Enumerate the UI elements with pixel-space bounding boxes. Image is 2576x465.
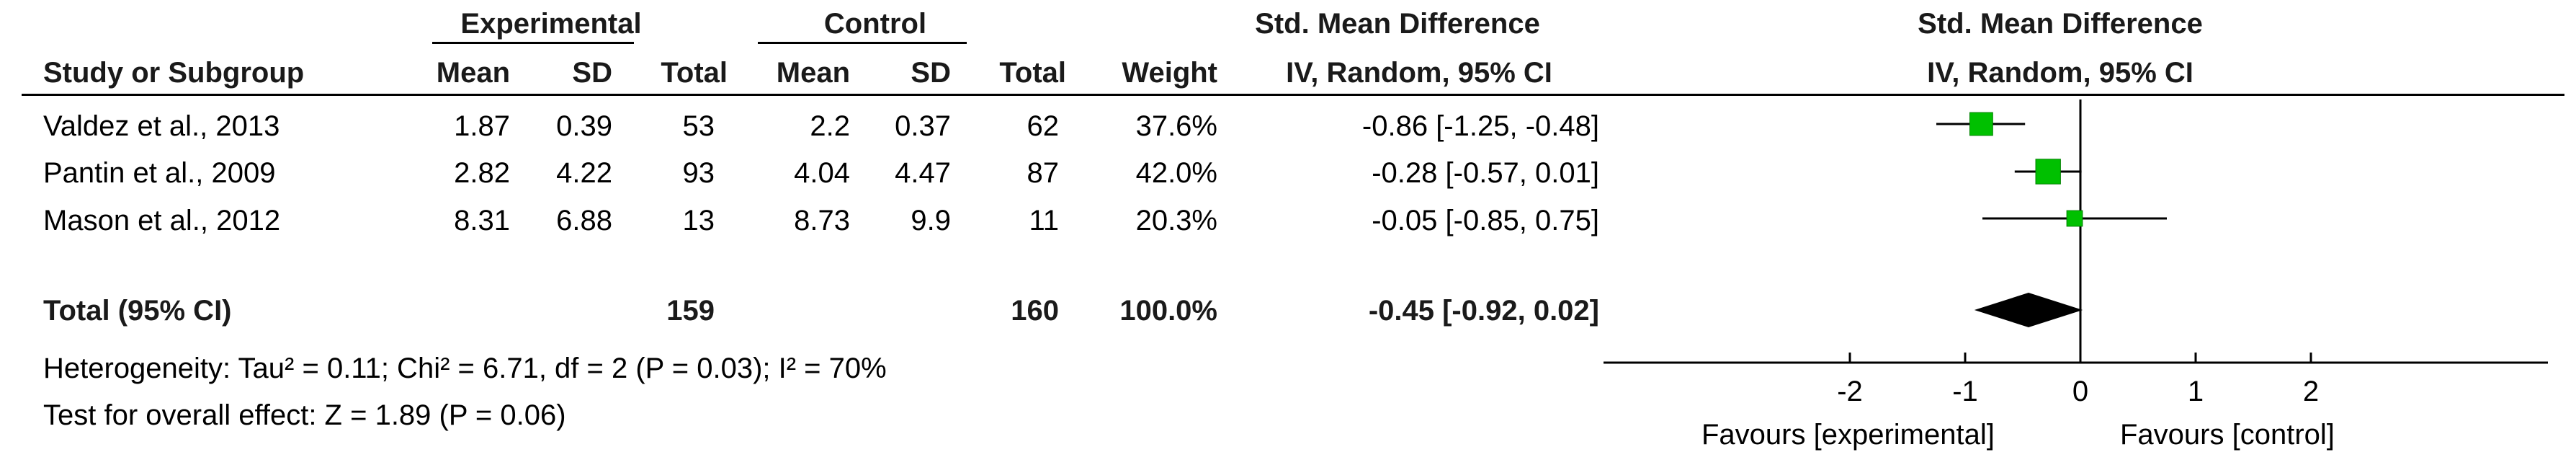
total-e-sum: 159 — [666, 295, 715, 327]
mean-c-header: Mean — [776, 57, 850, 89]
total-c-value: 62 — [1027, 110, 1060, 142]
mean-e-value: 8.31 — [454, 205, 510, 236]
total-c-header: Total — [999, 57, 1066, 89]
x-tick-label: 2 — [2303, 376, 2319, 407]
smd-ci-value: -0.28 [-0.57, 0.01] — [1372, 157, 1599, 189]
mean-c-value: 4.04 — [794, 157, 850, 189]
total-c-value: 11 — [1029, 205, 1059, 236]
smd-ci-value: -0.86 [-1.25, -0.48] — [1361, 110, 1599, 142]
x-tick-label: 0 — [2072, 376, 2088, 407]
experimental-underline — [432, 42, 634, 44]
mean-e-header: Mean — [436, 57, 510, 89]
study-effect-marker — [1969, 112, 1993, 136]
sd-c-header: SD — [911, 57, 951, 89]
total-e-value: 53 — [682, 110, 715, 142]
total-e-value: 93 — [682, 157, 715, 189]
x-tick-label: 1 — [2188, 376, 2204, 407]
study-effect-marker — [2066, 210, 2083, 227]
mean-e-value: 1.87 — [454, 110, 510, 142]
plot-method-header: IV, Random, 95% CI — [1927, 57, 2193, 89]
favours-control-label: Favours [control] — [2120, 419, 2335, 451]
weight-value: 42.0% — [1135, 157, 1217, 189]
total-smd-ci: -0.45 [-0.92, 0.02] — [1368, 295, 1599, 327]
control-underline — [758, 42, 967, 44]
study-name: Mason et al., 2012 — [43, 205, 281, 236]
smd-ci-value: -0.05 [-0.85, 0.75] — [1372, 205, 1599, 236]
heterogeneity-text: Heterogeneity: Tau² = 0.11; Chi² = 6.71,… — [43, 353, 887, 384]
mean-c-value: 8.73 — [794, 205, 850, 236]
total-e-header: Total — [661, 57, 728, 89]
sd-c-value: 9.9 — [911, 205, 951, 236]
study-name: Pantin et al., 2009 — [43, 157, 276, 189]
sd-e-value: 6.88 — [556, 205, 612, 236]
mean-e-value: 2.82 — [454, 157, 510, 189]
sd-e-value: 4.22 — [556, 157, 612, 189]
sd-c-value: 4.47 — [895, 157, 951, 189]
control-group-header: Control — [823, 8, 927, 40]
total-c-value: 87 — [1027, 157, 1060, 189]
study-column-header: Study or Subgroup — [43, 57, 305, 89]
total-label: Total (95% CI) — [43, 295, 232, 327]
mean-c-value: 2.2 — [810, 110, 850, 142]
overall-effect-text: Test for overall effect: Z = 1.89 (P = 0… — [43, 399, 566, 431]
sd-c-value: 0.37 — [895, 110, 951, 142]
sd-e-value: 0.39 — [556, 110, 612, 142]
header-rule — [22, 94, 2564, 96]
weight-value: 37.6% — [1135, 110, 1217, 142]
smd-method-header: IV, Random, 95% CI — [1286, 57, 1552, 89]
study-effect-marker — [2035, 159, 2061, 185]
favours-experimental-label: Favours [experimental] — [1701, 419, 1995, 451]
plot-header: Std. Mean Difference — [1918, 8, 2203, 40]
weight-value: 20.3% — [1135, 205, 1217, 236]
pooled-effect-diamond — [1974, 293, 2083, 327]
study-name: Valdez et al., 2013 — [43, 110, 280, 142]
total-c-sum: 160 — [1011, 295, 1059, 327]
total-weight: 100.0% — [1119, 295, 1217, 327]
total-e-value: 13 — [682, 205, 715, 236]
x-tick-label: -1 — [1952, 376, 1978, 407]
weight-header: Weight — [1122, 57, 1217, 89]
smd-column-header: Std. Mean Difference — [1255, 8, 1540, 40]
experimental-group-header: Experimental — [460, 8, 642, 40]
sd-e-header: SD — [572, 57, 612, 89]
x-tick-label: -2 — [1837, 376, 1863, 407]
